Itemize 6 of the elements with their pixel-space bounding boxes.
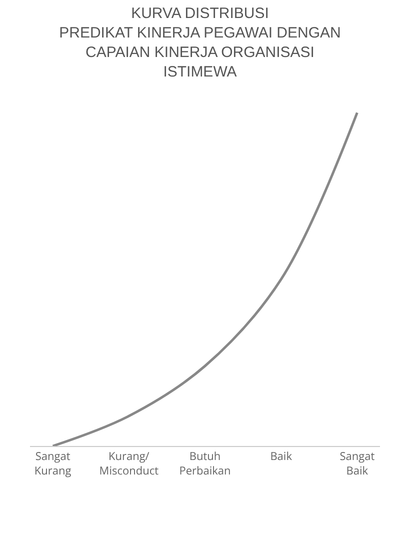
x-tick-label: Sangat Kurang (34, 449, 72, 478)
x-tick-label: Butuh Perbaikan (179, 449, 231, 478)
chart-title: KURVA DISTRIBUSI PREDIKAT KINERJA PEGAWAI DENGAN CAPAIAN KINERJA ORGANISASI ISTIMEWA (59, 5, 341, 80)
x-tick-label: Kurang/Misconduct (99, 449, 159, 478)
x-tick-label: Baik (270, 449, 292, 464)
x-tick-label: Sangat Baik (340, 449, 375, 478)
